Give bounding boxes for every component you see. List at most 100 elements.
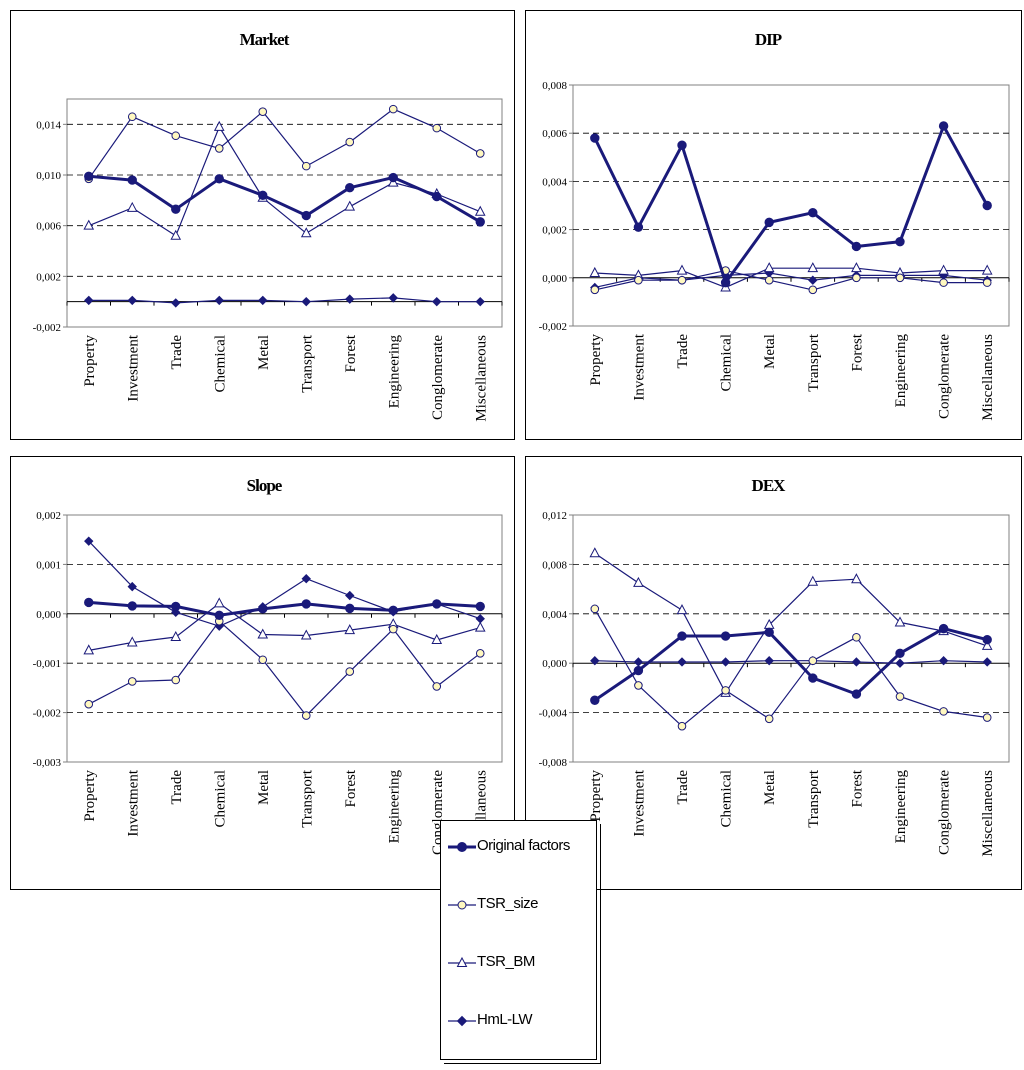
data-point-original-factors bbox=[345, 182, 355, 193]
data-point-hml-lw bbox=[127, 581, 137, 592]
series-line-tsr-size bbox=[88, 108, 481, 180]
data-point-original-factors bbox=[84, 597, 94, 608]
data-point-hml-lw bbox=[214, 295, 224, 306]
y-tick-label: 0,008 bbox=[542, 559, 567, 571]
data-point-tsr-size bbox=[852, 273, 861, 283]
y-tick-label: -0,008 bbox=[539, 757, 568, 769]
series-line-hml-lw bbox=[88, 297, 481, 304]
data-point-tsr-bm bbox=[938, 264, 949, 275]
data-point-tsr-bm bbox=[170, 229, 182, 240]
data-point-tsr-size bbox=[84, 699, 94, 709]
y-tick-label: -0,003 bbox=[33, 757, 62, 769]
chart-svg: Slope -0,003 -0,002 -0,001 0,000 0,001 0,002 Pr… bbox=[33, 476, 503, 857]
data-point-original-factors bbox=[764, 217, 774, 228]
data-point-hml-lw bbox=[84, 295, 94, 306]
legend-item-tsr-bm: TSR_BM bbox=[447, 951, 597, 975]
plot-area-frame bbox=[572, 514, 1010, 763]
data-point-original-factors bbox=[127, 601, 137, 611]
x-tick-label-investment: Investment bbox=[631, 769, 647, 836]
data-point-original-factors bbox=[171, 601, 181, 612]
data-point-hml-lw bbox=[258, 295, 268, 306]
data-point-tsr-bm bbox=[213, 597, 225, 608]
x-tick-label-investment: Investment bbox=[125, 769, 141, 836]
x-tick-label-metal: Metal bbox=[256, 770, 272, 805]
legend-item-tsr-size: TSR_size bbox=[447, 893, 597, 917]
data-point-original-factors bbox=[633, 665, 644, 676]
data-point-original-factors bbox=[633, 222, 644, 232]
data-point-hml-lw bbox=[345, 294, 355, 304]
legend-label: TSR_size bbox=[477, 895, 539, 912]
x-tick-label-property: Property bbox=[82, 335, 98, 387]
data-point-original-factors bbox=[388, 172, 398, 183]
legend-label: HmL-LW bbox=[477, 1011, 533, 1028]
x-tick-label-miscellaneous: Miscellaneous bbox=[980, 334, 996, 421]
data-point-tsr-size bbox=[127, 112, 137, 122]
plot-area-frame bbox=[66, 98, 503, 328]
data-point-tsr-size bbox=[475, 149, 485, 158]
y-tick-label: 0,004 bbox=[542, 609, 567, 621]
data-point-tsr-bm bbox=[213, 120, 225, 131]
data-point-tsr-bm bbox=[474, 205, 486, 216]
data-point-hml-lw bbox=[851, 657, 862, 667]
data-point-tsr-size bbox=[852, 632, 861, 642]
y-tick-label: -0,001 bbox=[33, 658, 61, 670]
data-point-original-factors bbox=[982, 200, 992, 211]
y-tick-label: 0,008 bbox=[542, 80, 567, 92]
data-point-hml-lw bbox=[301, 296, 311, 307]
data-point-tsr-size bbox=[301, 161, 311, 171]
data-point-hml-lw bbox=[808, 275, 818, 285]
data-point-hml-lw bbox=[720, 657, 731, 667]
data-point-tsr-bm bbox=[431, 633, 443, 644]
data-point-tsr-bm bbox=[126, 201, 138, 212]
y-tick-label: 0,010 bbox=[36, 170, 61, 182]
legend-label: Original factors bbox=[477, 837, 570, 854]
data-point-original-factors bbox=[590, 695, 600, 705]
y-tick-label: 0,000 bbox=[542, 658, 567, 670]
data-point-tsr-bm bbox=[676, 604, 688, 615]
x-tick-label-engineering: Engineering bbox=[893, 770, 909, 844]
y-tick-label: 0,006 bbox=[36, 221, 61, 233]
data-point-original-factors bbox=[982, 635, 992, 645]
data-point-original-factors bbox=[214, 174, 224, 184]
data-point-tsr-bm bbox=[83, 644, 95, 655]
data-point-tsr-bm bbox=[170, 630, 182, 642]
data-point-tsr-size bbox=[301, 711, 311, 720]
y-tick-label: 0,002 bbox=[36, 271, 61, 283]
x-tick-label-trade: Trade bbox=[169, 335, 185, 370]
data-point-tsr-bm bbox=[344, 200, 356, 211]
data-point-original-factors bbox=[388, 605, 398, 616]
data-point-tsr-size bbox=[677, 275, 687, 285]
slope-chart-panel: Slope -0,003 -0,002 -0,001 0,000 0,001 0,002 Pr… bbox=[10, 456, 515, 890]
data-point-hml-lw bbox=[127, 295, 137, 306]
data-point-tsr-size bbox=[475, 649, 485, 658]
data-point-original-factors bbox=[590, 133, 600, 143]
data-point-tsr-size bbox=[634, 681, 643, 690]
data-point-tsr-bm bbox=[257, 628, 269, 639]
data-point-hml-lw bbox=[301, 574, 311, 584]
data-point-original-factors bbox=[808, 673, 818, 683]
x-tick-label-trade: Trade bbox=[169, 770, 185, 805]
data-point-tsr-bm bbox=[676, 264, 688, 275]
x-tick-label-chemical: Chemical bbox=[212, 335, 228, 392]
series-line-tsr-bm bbox=[594, 267, 988, 288]
x-tick-label-property: Property bbox=[588, 770, 604, 822]
data-point-original-factors bbox=[938, 121, 949, 131]
y-tick-label: 0,002 bbox=[542, 225, 567, 237]
data-point-original-factors bbox=[895, 648, 905, 659]
filled-diamond-marker-icon bbox=[448, 1015, 476, 1027]
data-point-tsr-bm bbox=[981, 639, 993, 650]
x-tick-label-forest: Forest bbox=[849, 333, 865, 371]
chart-svg: DEX -0,008 -0,004 0,000 0,004 0,008 0,012 Prope… bbox=[539, 476, 1010, 857]
series-line-hml-lw bbox=[594, 272, 988, 288]
data-point-original-factors bbox=[475, 217, 485, 227]
series-line-hml-lw bbox=[594, 660, 988, 664]
chart-svg: Market -0,002 0,002 0,006 0,010 0,014 Property… bbox=[33, 30, 503, 422]
data-point-tsr-bm bbox=[300, 227, 312, 238]
data-point-original-factors bbox=[720, 277, 731, 288]
x-tick-label-transport: Transport bbox=[806, 333, 822, 392]
data-point-tsr-size bbox=[345, 137, 355, 147]
data-point-original-factors bbox=[432, 191, 442, 202]
x-tick-label-chemical: Chemical bbox=[719, 334, 735, 391]
data-point-tsr-size bbox=[258, 107, 268, 116]
x-tick-label-forest: Forest bbox=[849, 769, 865, 807]
